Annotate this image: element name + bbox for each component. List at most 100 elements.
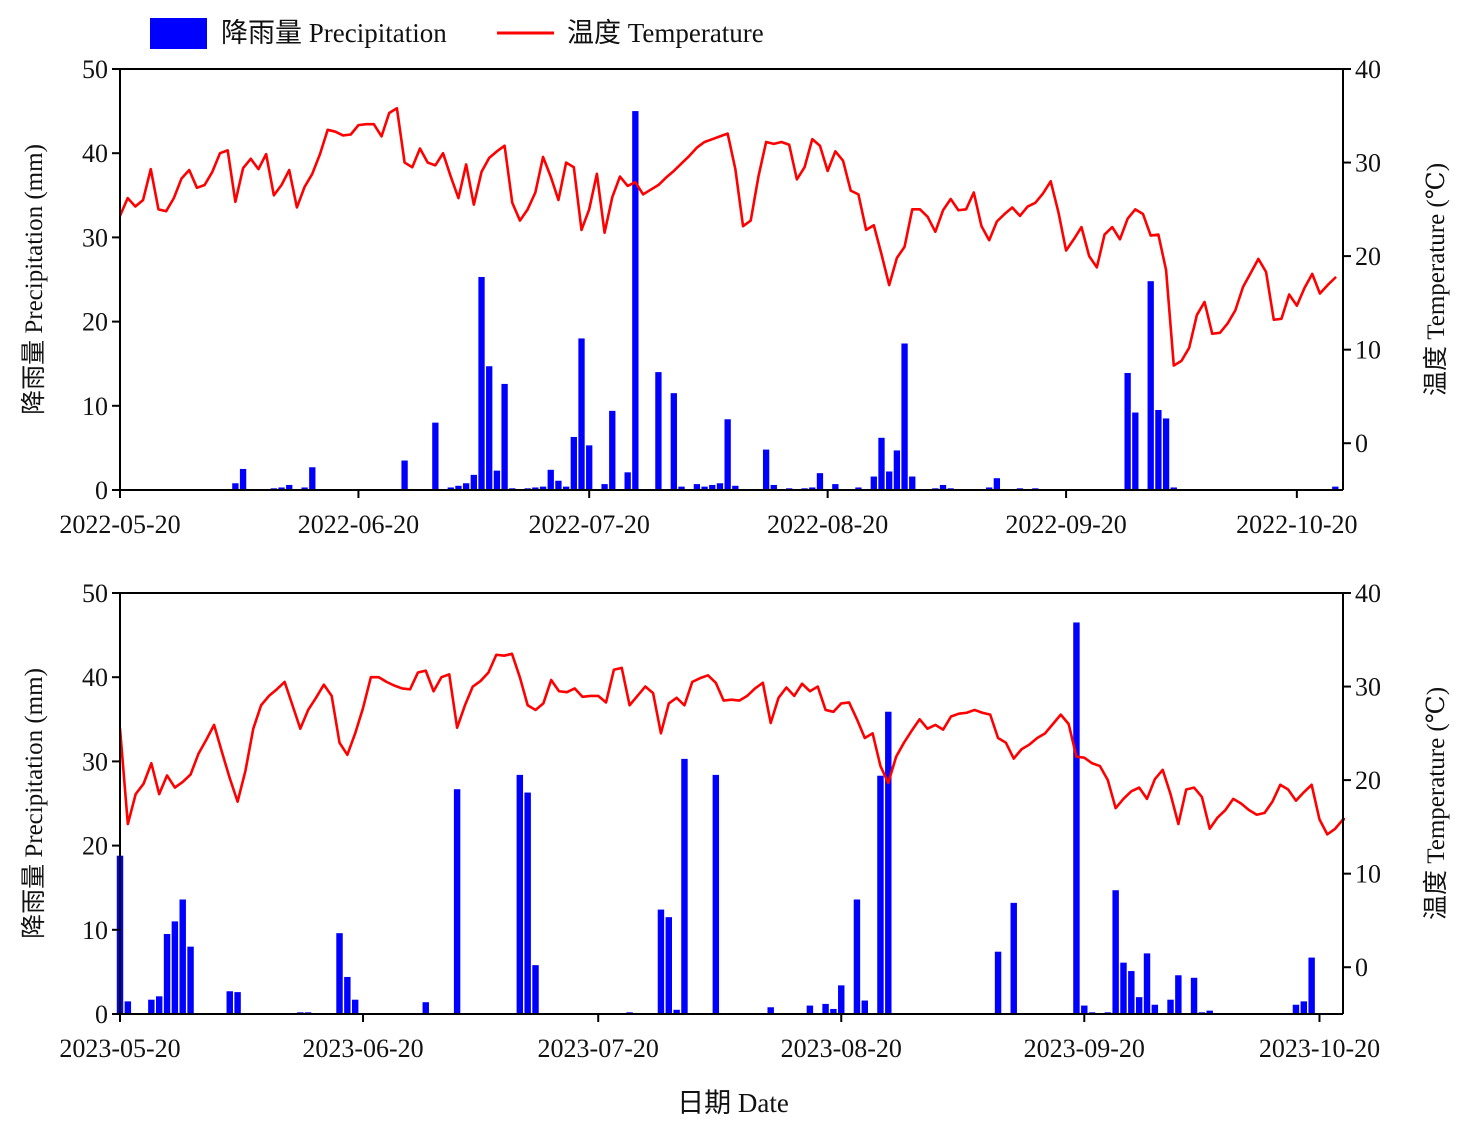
precipitation-bar <box>701 486 708 490</box>
axes: 0 10 20 30 40 50 0 10 20 30 40 2023-05-20 2023-06-20… <box>20 579 1450 1063</box>
precipitation-bar <box>562 486 570 490</box>
precipitation-bar <box>422 1002 429 1014</box>
x-tick-label: 2022-05-20 <box>59 510 180 539</box>
precipitation-bar <box>493 470 501 490</box>
precipitation-bar <box>226 991 233 1014</box>
precipitation-bar <box>447 487 454 490</box>
precipitation-bar <box>822 1003 829 1014</box>
precipitation-bar <box>624 472 631 490</box>
precipitation-bar <box>670 393 677 490</box>
x-tick-label: 2023-07-20 <box>538 1034 659 1063</box>
y-left-tick-label: 30 <box>82 223 108 252</box>
y-right-tick-label: 10 <box>1355 336 1381 365</box>
y-left-tick-label: 0 <box>95 476 108 505</box>
precipitation-bar <box>401 460 408 490</box>
precipitation-bar <box>1155 410 1162 490</box>
x-tick-label: 2023-08-20 <box>781 1034 902 1063</box>
precipitation-bar <box>187 946 194 1014</box>
precipitation-bar <box>578 338 585 490</box>
y-left-tick-label: 20 <box>82 832 108 861</box>
precipitation-bar <box>547 469 554 490</box>
panel-2022: 0 10 20 30 40 50 0 10 20 30 40 2022-05-20 2022-06-20… <box>20 55 1450 539</box>
precipitation-bar <box>455 485 462 490</box>
precipitation-bar <box>278 487 285 490</box>
precipitation-bar <box>724 419 731 490</box>
x-tick-label: 2022-08-20 <box>767 510 888 539</box>
precipitation-bar <box>632 111 639 490</box>
precipitation-bar <box>486 366 493 490</box>
precipitation-bar <box>1170 487 1177 490</box>
precipitation-bar <box>762 449 770 490</box>
precipitation-bar <box>709 484 716 490</box>
precipitation-bar <box>1112 890 1119 1014</box>
precipitation-bar <box>681 758 688 1014</box>
y-right-axis-title: 温度 Temperature (℃) <box>1422 687 1450 920</box>
precipitation-bar <box>655 372 662 490</box>
precipitation-bar <box>767 1007 774 1014</box>
precipitation-bar <box>124 1001 132 1014</box>
precipitation-bar <box>239 468 247 490</box>
precipitation-bar <box>885 711 892 1014</box>
precipitation-bar <box>678 486 685 490</box>
x-tick-label: 2022-09-20 <box>1005 510 1126 539</box>
precipitation-bar <box>861 1000 868 1014</box>
y-left-tick-label: 20 <box>82 308 108 337</box>
panel-2023: 0 10 20 30 40 50 0 10 20 30 40 2023-05-20 2023-06-20… <box>20 579 1450 1063</box>
y-right-tick-label: 0 <box>1355 429 1368 458</box>
temperature-line <box>120 652 1345 836</box>
x-axis-title: 日期 Date <box>677 1088 789 1118</box>
legend-precipitation-label: 降雨量 Precipitation <box>221 18 447 48</box>
precipitation-bar <box>870 476 877 490</box>
precipitation-bar <box>816 473 824 490</box>
x-tick-label: 2023-09-20 <box>1024 1034 1145 1063</box>
precipitation-bar <box>830 1008 837 1014</box>
temperature-line <box>120 106 1337 367</box>
x-tick-label: 2023-05-20 <box>59 1034 180 1063</box>
precipitation-bar <box>1206 1010 1213 1014</box>
legend-precipitation-swatch <box>150 18 207 49</box>
precipitation-bar <box>770 484 777 490</box>
precipitation-bar <box>986 487 993 490</box>
precipitation-bar <box>1300 1001 1308 1014</box>
precipitation-bar <box>832 484 839 490</box>
precipitation-bar <box>1073 622 1080 1014</box>
precipitation-bar <box>555 480 562 490</box>
precipitation-bar <box>855 487 862 490</box>
y-left-axis-title: 降雨量 Precipitation (mm) <box>20 668 48 939</box>
precipitation-bars <box>232 111 1339 490</box>
precipitation-bar <box>1151 1004 1159 1014</box>
y-right-tick-label: 30 <box>1355 149 1381 178</box>
y-left-tick-label: 50 <box>82 579 108 608</box>
precipitation-bar <box>232 483 239 490</box>
precipitation-bar <box>609 410 616 490</box>
precipitation-bar <box>1308 957 1315 1014</box>
precipitation-bar <box>234 992 241 1014</box>
precipitation-bar <box>806 1005 814 1014</box>
precipitation-bar <box>1292 1004 1300 1014</box>
precipitation-bar <box>909 476 916 490</box>
y-right-tick-label: 30 <box>1355 673 1381 702</box>
precipitation-bar <box>570 436 577 490</box>
precipitation-bar <box>586 445 593 490</box>
x-tick-label: 2022-06-20 <box>298 510 419 539</box>
precipitation-bar <box>171 921 179 1014</box>
precipitation-bar <box>301 487 308 490</box>
precipitation-bar <box>994 951 1002 1014</box>
precipitation-bar <box>478 276 485 490</box>
y-right-tick-label: 20 <box>1355 242 1381 271</box>
precipitation-bar <box>1147 281 1154 490</box>
precipitation-bar <box>601 484 608 490</box>
x-tick-label: 2023-06-20 <box>302 1034 423 1063</box>
axes: 0 10 20 30 40 50 0 10 20 30 40 2022-05-20 2022-06-20… <box>20 55 1450 539</box>
precipitation-bar <box>351 999 359 1014</box>
precipitation-bar <box>432 422 439 490</box>
precipitation-bar <box>532 487 539 490</box>
precipitation-bar <box>344 976 351 1014</box>
precipitation-bar <box>901 343 908 490</box>
precipitation-bar <box>539 486 547 490</box>
y-left-tick-label: 0 <box>95 1000 108 1029</box>
precipitation-bar <box>155 996 163 1014</box>
precipitation-bar <box>673 1009 680 1014</box>
